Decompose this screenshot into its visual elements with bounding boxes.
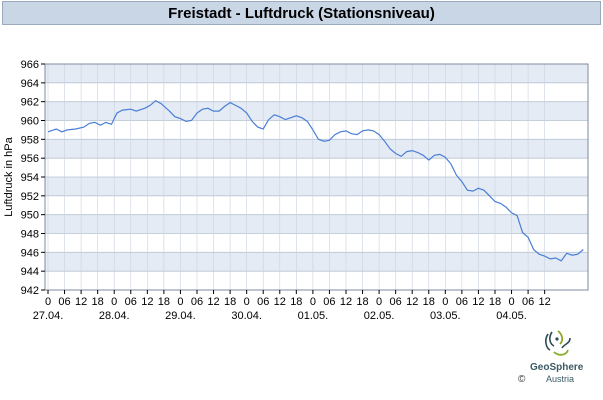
x-tick-label: 18 xyxy=(158,296,170,308)
plot-band xyxy=(45,252,588,272)
y-tick-label: 946 xyxy=(21,247,39,259)
y-tick-label: 952 xyxy=(21,191,39,203)
series-line xyxy=(47,99,584,262)
x-tick-label: 06 xyxy=(191,296,203,308)
y-tick-label: 958 xyxy=(21,134,39,146)
plot-band xyxy=(45,233,588,253)
y-tick-label: 942 xyxy=(21,285,39,297)
x-tick-label: 12 xyxy=(75,296,87,308)
date-label: 29.04. xyxy=(165,310,196,322)
x-tick-label: 18 xyxy=(224,296,236,308)
x-tick-label: 0 xyxy=(442,296,448,308)
plot-band xyxy=(45,214,588,234)
x-tick-label: 12 xyxy=(539,296,551,308)
y-tick-label: 944 xyxy=(21,266,39,278)
y-tick-label: 962 xyxy=(21,97,39,109)
x-tick-label: 06 xyxy=(456,296,468,308)
date-label: 04.05. xyxy=(496,310,527,322)
x-tick-label: 12 xyxy=(406,296,418,308)
x-tick-label: 18 xyxy=(489,296,501,308)
date-labels: 27.04. 28.04. 29.04. 30.04. 01.05. 02.05. 03.0… xyxy=(33,310,527,322)
brand-sub: Austria xyxy=(546,374,575,384)
plot-band xyxy=(45,139,588,159)
plot-band xyxy=(45,177,588,196)
x-tick-label: 06 xyxy=(125,296,137,308)
y-axis-label: Luftdruck in hPa xyxy=(3,136,15,216)
y-tick-label: 966 xyxy=(21,59,39,71)
plot-band xyxy=(45,195,588,215)
x-tick-label: 06 xyxy=(323,296,335,308)
plot-band xyxy=(45,120,588,140)
date-label: 30.04. xyxy=(231,310,262,322)
title-bar: Freistadt - Luftdruck (Stationsniveau) xyxy=(2,1,601,25)
date-label: 28.04. xyxy=(99,310,130,322)
x-tick-label: 0 xyxy=(45,296,51,308)
x-tick-label: 0 xyxy=(177,296,183,308)
x-tick-label: 0 xyxy=(310,296,316,308)
x-tick-label: 0 xyxy=(111,296,117,308)
x-tick-label: 0 xyxy=(508,296,514,308)
x-tick-label: 12 xyxy=(274,296,286,308)
plot-band xyxy=(45,82,588,102)
date-label: 27.04. xyxy=(33,310,64,322)
y-tick-label: 954 xyxy=(21,172,39,184)
y-tick-label: 960 xyxy=(21,116,39,128)
x-tick-label: 18 xyxy=(92,296,104,308)
y-tick-label: 956 xyxy=(21,153,39,165)
y-tick-label: 948 xyxy=(21,229,39,241)
x-tick-label: 06 xyxy=(58,296,70,308)
x-tick-label: 06 xyxy=(257,296,269,308)
x-tick-label: 06 xyxy=(390,296,402,308)
chart-title: Freistadt - Luftdruck (Stationsniveau) xyxy=(168,4,435,22)
brand-name: GeoSphere xyxy=(530,362,584,373)
x-tick-label: 12 xyxy=(340,296,352,308)
y-axis-ticks: 942 944 946 948 950 952 954 956 958 960 962 964 966 xyxy=(21,59,45,297)
x-tick-label: 18 xyxy=(290,296,302,308)
x-axis-ticks: 0 06 12 18 0 06 12 18 0 06 12 18 0 06 12 18 0 06 12 18 0 06 12… xyxy=(45,290,551,308)
x-tick-label: 12 xyxy=(472,296,484,308)
x-tick-label: 0 xyxy=(376,296,382,308)
x-tick-label: 18 xyxy=(423,296,435,308)
plot-band xyxy=(45,101,588,121)
date-label: 02.05. xyxy=(364,310,395,322)
plot-band xyxy=(45,158,588,177)
date-label: 03.05. xyxy=(430,310,461,322)
plot-band xyxy=(45,64,588,83)
copyright-symbol: © xyxy=(518,374,526,385)
geosphere-logo-icon xyxy=(545,330,571,356)
y-tick-label: 950 xyxy=(21,210,39,222)
plot-bands xyxy=(45,64,588,290)
x-tick-label: 0 xyxy=(244,296,250,308)
x-tick-label: 12 xyxy=(207,296,219,308)
x-tick-label: 12 xyxy=(141,296,153,308)
x-tick-label: 06 xyxy=(522,296,534,308)
geosphere-logo: © GeoSphere Austria xyxy=(510,328,600,398)
x-tick-label: 18 xyxy=(356,296,368,308)
plot-band xyxy=(45,271,588,290)
y-tick-label: 964 xyxy=(21,78,39,90)
date-label: 01.05. xyxy=(298,310,329,322)
